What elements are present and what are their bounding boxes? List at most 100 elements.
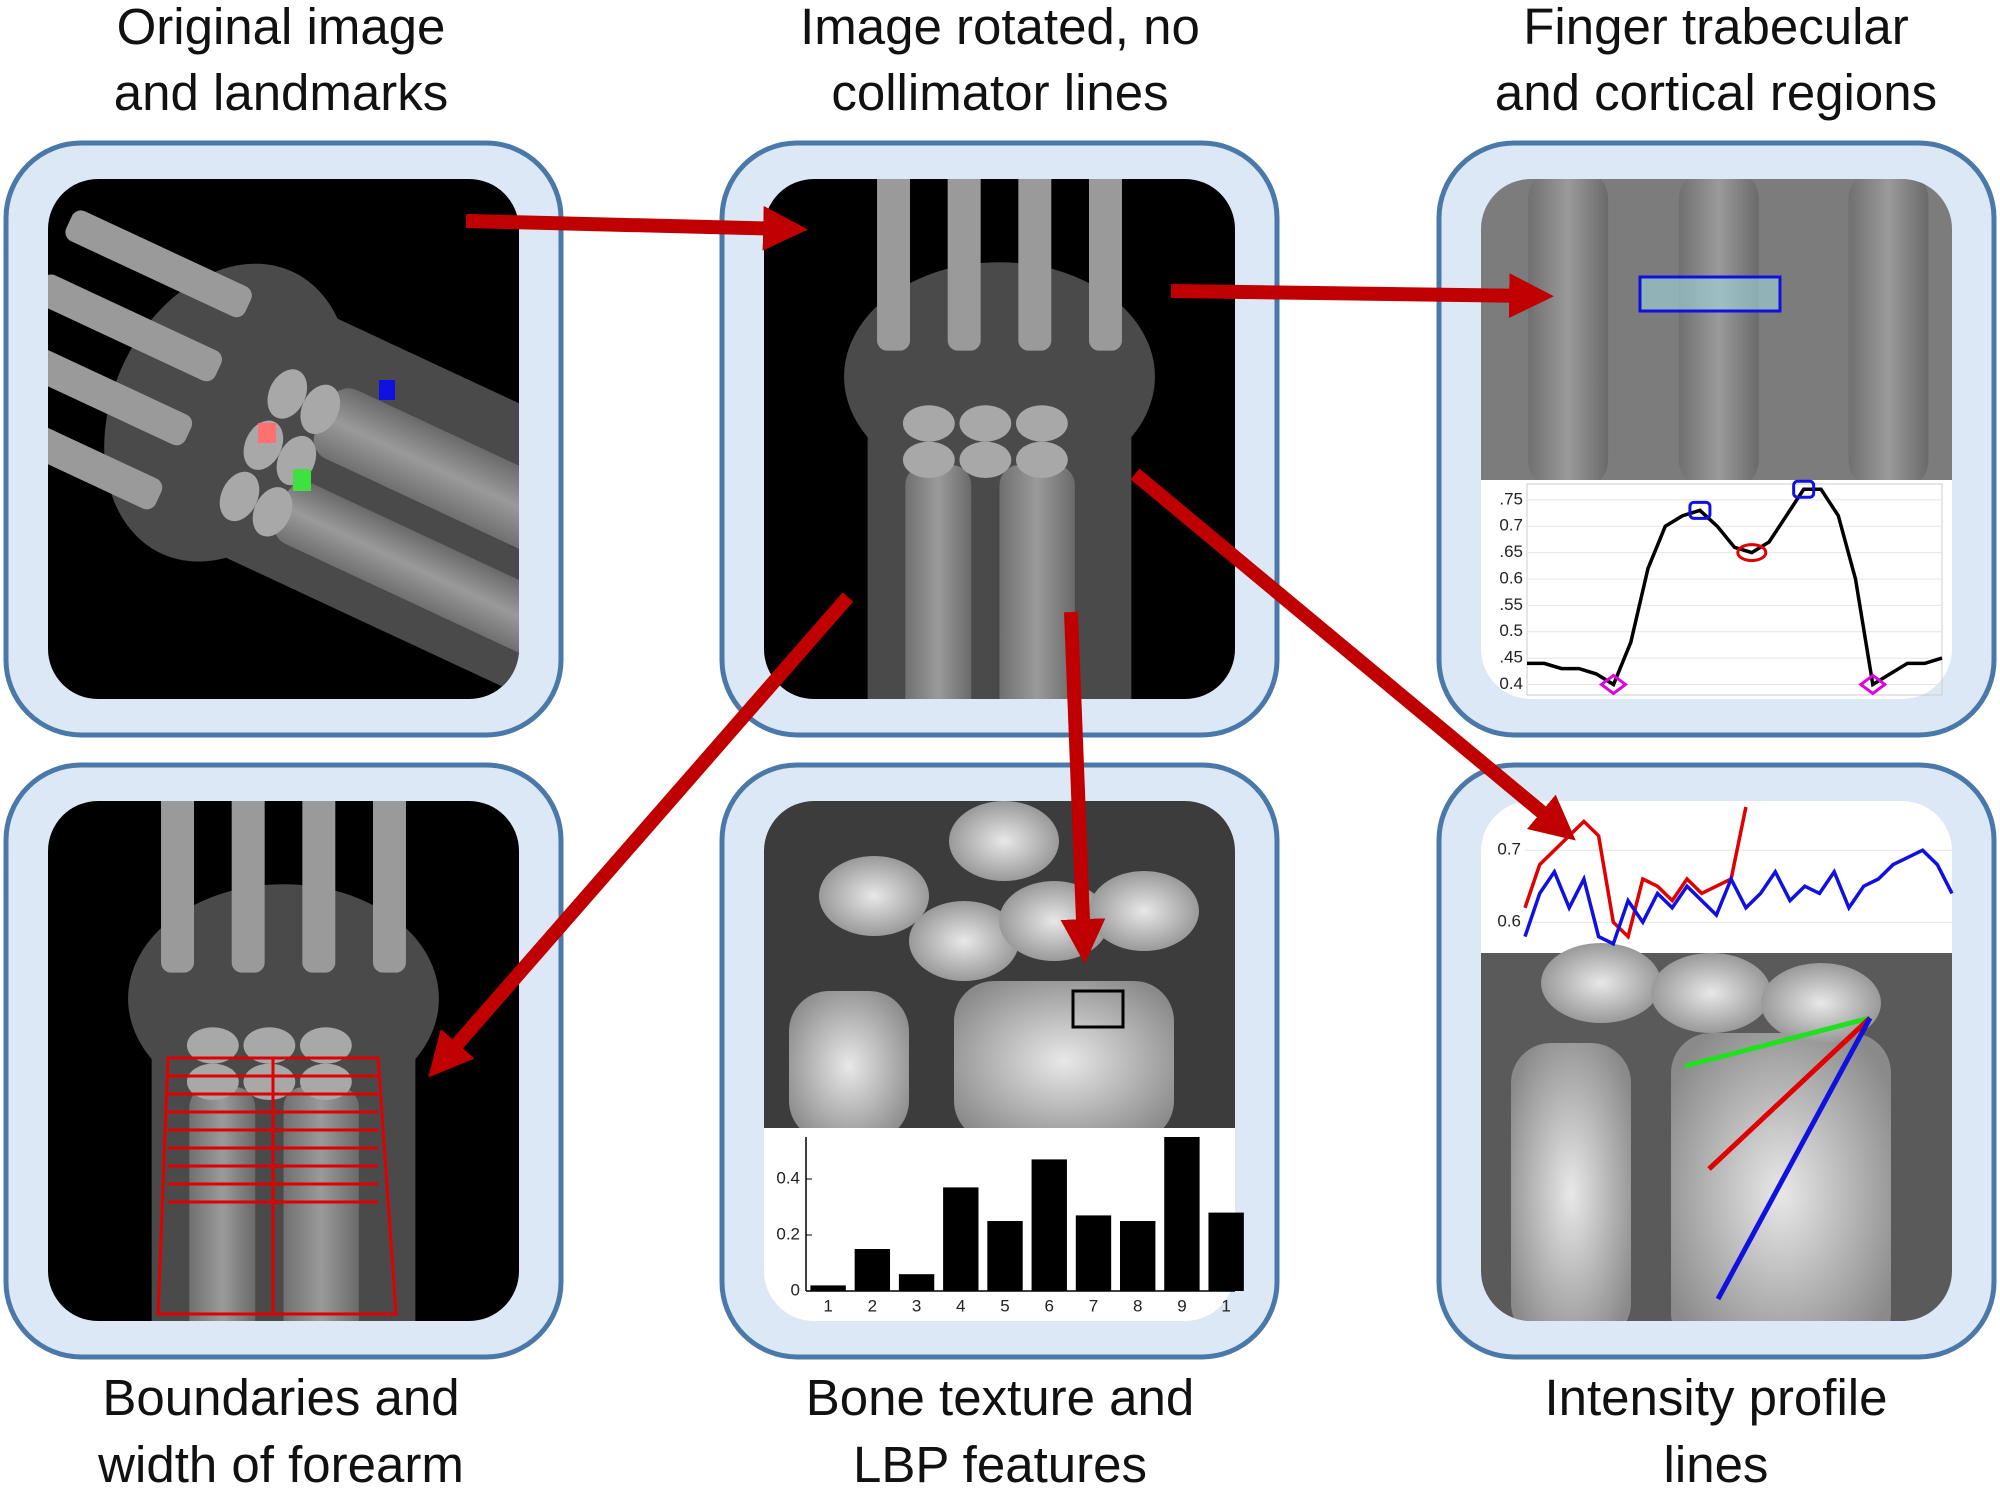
- finger-bone: [877, 179, 911, 351]
- carpal-bone: [1541, 943, 1661, 1023]
- finger-bone: [1018, 179, 1052, 351]
- x-tick-label: 3: [912, 1296, 921, 1315]
- finger-bone: [1678, 179, 1759, 490]
- xray-image: [1481, 801, 1952, 1321]
- carpal-bone: [252, 487, 293, 537]
- edge-marker: [1598, 673, 1628, 696]
- panel-caption: Image rotated, no: [800, 0, 1200, 55]
- carpal-bone: [267, 369, 308, 419]
- y-tick-label: 0.6: [1499, 568, 1523, 587]
- xray-image: [1481, 179, 1952, 699]
- finger-bone: [161, 801, 195, 973]
- bar: [854, 1249, 891, 1291]
- edge-marker: [1858, 673, 1888, 696]
- carpal-bone: [949, 801, 1059, 881]
- finger-bone: [372, 801, 406, 973]
- y-tick-label: .65: [1499, 542, 1523, 561]
- y-tick-label: .45: [1499, 648, 1523, 667]
- finger-bone: [1848, 179, 1929, 490]
- profile-line: [1715, 1016, 1873, 1301]
- carpal-bone: [959, 441, 1012, 478]
- arrow: [1130, 468, 1576, 841]
- panel-caption: Bone texture and: [806, 1369, 1194, 1426]
- x-tick-label: 9: [1177, 1296, 1186, 1315]
- bar: [987, 1221, 1023, 1291]
- finger-bone: [48, 402, 163, 510]
- carpal-bone: [300, 384, 341, 435]
- xray-image: [48, 801, 519, 1321]
- carpal-bone: [243, 1063, 296, 1101]
- peak-marker: [1688, 500, 1712, 520]
- finger-bone: [1088, 179, 1122, 351]
- lbp-chart: 0 0.2 0.4 1 2 3 4 5 6 7 8 9 1: [776, 1137, 1244, 1315]
- forearm-bone: [905, 465, 972, 699]
- carpal-bone: [909, 901, 1019, 981]
- y-tick-label: 0.7: [1497, 840, 1521, 859]
- carpal-bone: [1089, 871, 1199, 951]
- ulna-bone: [789, 991, 909, 1141]
- finger-bone: [947, 179, 981, 351]
- panel-caption: Finger trabecular: [1523, 0, 1909, 55]
- y-tick-label: 0.2: [776, 1224, 800, 1243]
- panel-caption: Original image: [117, 0, 446, 55]
- finger-profile-chart: 0.4 .45 0.5 .55 0.6 .65 0.7 .75: [1499, 479, 1943, 696]
- finger-bone: [48, 274, 222, 382]
- forearm-bone: [273, 482, 519, 661]
- finger-bone: [302, 801, 336, 973]
- carpal-bone: [819, 856, 929, 936]
- panel: [719, 762, 1280, 1360]
- carpal-bone: [243, 1027, 296, 1064]
- peak-marker: [1792, 479, 1816, 499]
- y-tick-label: 0.4: [776, 1168, 800, 1187]
- x-tick-label: 8: [1133, 1296, 1142, 1315]
- landmark: [379, 380, 395, 400]
- y-tick-label: .75: [1499, 489, 1523, 508]
- arrow: [1170, 273, 1554, 319]
- xray-image: [48, 179, 519, 699]
- y-tick-label: .55: [1499, 595, 1523, 614]
- y-tick-label: 0.4: [1499, 674, 1523, 693]
- bar: [1031, 1159, 1067, 1291]
- valley-marker: [1736, 543, 1768, 563]
- carpal-bone: [902, 441, 955, 478]
- plot-area: [1526, 483, 1943, 696]
- finger-bone: [231, 801, 265, 973]
- roi-box: [1638, 275, 1782, 313]
- hand-shape: [844, 179, 1155, 699]
- hand-shape: [128, 801, 439, 1321]
- carpal-bone: [186, 1063, 239, 1101]
- carpal-bone: [186, 1027, 239, 1064]
- y-tick-label: 0.5: [1499, 621, 1523, 640]
- y-tick-label: 0.6: [1497, 912, 1521, 931]
- carpal-bone: [1015, 405, 1068, 442]
- panel: [3, 140, 564, 738]
- carpal-bone: [902, 405, 955, 442]
- bar: [943, 1187, 979, 1291]
- panel-caption: and cortical regions: [1495, 64, 1937, 121]
- panel: [719, 140, 1280, 738]
- forearm-boundary: [156, 1056, 398, 1316]
- finger-bone: [48, 338, 193, 446]
- y-tick-label: 0: [791, 1280, 800, 1299]
- hand-shape: [48, 210, 519, 699]
- arrow: [1060, 611, 1106, 964]
- panel-caption: Boundaries and: [102, 1369, 459, 1426]
- carpal-bone: [219, 471, 260, 522]
- carpal-bone: [959, 405, 1012, 442]
- radius-bone: [954, 981, 1174, 1141]
- x-tick-label: 1: [1221, 1296, 1230, 1315]
- carpal-bone: [1015, 441, 1068, 478]
- bar: [1075, 1215, 1112, 1291]
- finger-bone: [65, 210, 252, 318]
- bar: [1120, 1221, 1156, 1291]
- panel-caption: and landmarks: [114, 64, 449, 121]
- carpal-bone: [299, 1063, 352, 1101]
- finger-bone: [1528, 179, 1609, 490]
- arrows: [428, 205, 1576, 1078]
- bar: [1164, 1137, 1200, 1291]
- landmark: [293, 469, 311, 491]
- panel-caption: collimator lines: [831, 64, 1168, 121]
- panel-caption: lines: [1664, 1436, 1769, 1490]
- forearm-bone: [313, 388, 519, 576]
